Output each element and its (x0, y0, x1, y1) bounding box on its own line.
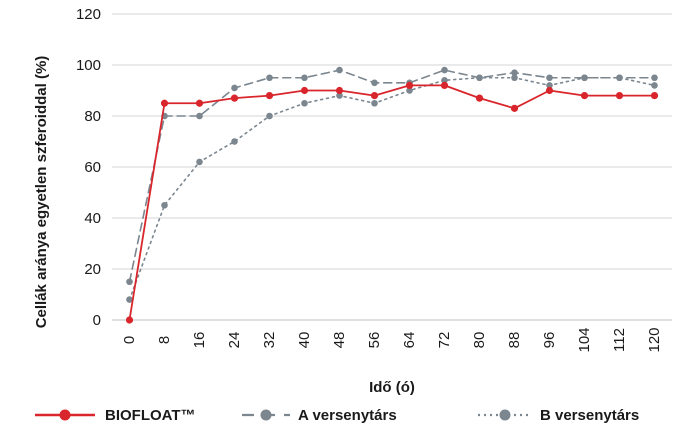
data-point (301, 74, 308, 82)
series-b-versenytars (126, 74, 658, 303)
data-point (126, 296, 133, 303)
legend-marker (59, 409, 71, 421)
y-tick-label: 20 (84, 261, 101, 278)
series-line (128, 69, 656, 283)
data-point (616, 74, 623, 82)
data-point (406, 87, 413, 94)
data-point (405, 81, 414, 89)
y-axis-label: Cellák aránya egyetlen szferoiddal (%) (33, 56, 50, 329)
x-tick-label: 72 (436, 332, 453, 349)
x-tick-label: 24 (226, 332, 243, 349)
y-tick-label: 60 (84, 159, 101, 176)
legend-item: BIOFLOAT™ (35, 407, 196, 424)
series-biofloat (125, 81, 659, 324)
y-tick-label: 120 (76, 6, 101, 23)
legend-item: B versenytárs (478, 407, 639, 424)
data-point (441, 77, 448, 84)
axes: 0 20 40 60 80 100 120 0 8 16 24 32 40 48 56 64 72 80 88 96 1… (76, 6, 672, 353)
gridlines (112, 13, 672, 270)
data-point (301, 99, 308, 107)
data-point (650, 92, 659, 100)
data-point (231, 138, 238, 145)
data-point (511, 69, 518, 76)
data-point (581, 74, 588, 82)
data-point (265, 92, 274, 100)
x-tick-label: 56 (366, 332, 383, 349)
legend-marker (499, 409, 511, 421)
y-tick-label: 100 (76, 57, 101, 74)
legend-label: B versenytárs (540, 407, 639, 424)
data-point (511, 74, 518, 82)
data-point (371, 79, 378, 87)
data-point (160, 99, 169, 107)
data-point (651, 74, 658, 82)
data-point (195, 99, 204, 107)
data-point (196, 158, 203, 166)
data-point (475, 94, 484, 102)
data-point (336, 66, 343, 74)
data-point (126, 278, 133, 286)
data-point (300, 86, 309, 95)
data-point (196, 112, 203, 120)
data-point (476, 74, 483, 82)
x-tick-label: 40 (296, 332, 313, 349)
legend-label: BIOFLOAT™ (105, 407, 196, 424)
x-tick-label: 112 (611, 328, 628, 352)
legend-label: A versenytárs (298, 407, 397, 424)
x-tick-label: 64 (401, 332, 418, 349)
data-point (546, 82, 553, 89)
data-point (125, 316, 134, 324)
y-tick-label: 40 (84, 210, 101, 227)
data-point (615, 92, 624, 100)
x-tick-label: 32 (261, 332, 278, 349)
x-tick-label: 96 (541, 332, 558, 349)
series-a-versenytars (126, 66, 658, 286)
data-point (266, 74, 273, 82)
x-tick-label: 88 (506, 332, 523, 349)
x-axis-label: Idő (ó) (369, 379, 415, 396)
x-tick-label: 48 (331, 332, 348, 349)
data-point (231, 84, 238, 92)
series-lines (125, 66, 659, 324)
data-point (441, 66, 448, 74)
series-line (128, 84, 656, 321)
x-tick-label: 120 (646, 327, 663, 352)
data-point (371, 99, 378, 107)
x-tick-label: 104 (576, 327, 593, 352)
legend-item: A versenytárs (242, 407, 397, 424)
data-point (336, 92, 343, 99)
x-tick-label: 8 (156, 336, 173, 344)
data-point (161, 201, 168, 209)
series-line (128, 76, 656, 301)
data-point (510, 104, 519, 112)
legend: BIOFLOAT™ A versenytárs B versenytárs (35, 407, 639, 424)
x-tick-label: 16 (191, 332, 208, 349)
data-point (230, 94, 239, 102)
data-point (440, 81, 449, 89)
y-tick-label: 0 (93, 312, 101, 329)
data-point (335, 86, 344, 95)
data-point (546, 74, 553, 82)
data-point (651, 82, 658, 89)
legend-marker (260, 409, 272, 421)
data-point (266, 112, 273, 120)
data-point (370, 92, 379, 100)
data-point (580, 92, 589, 100)
data-point (545, 86, 554, 95)
y-tick-label: 80 (84, 108, 101, 125)
x-tick-label: 80 (471, 332, 488, 349)
x-tick-label: 0 (121, 336, 138, 344)
